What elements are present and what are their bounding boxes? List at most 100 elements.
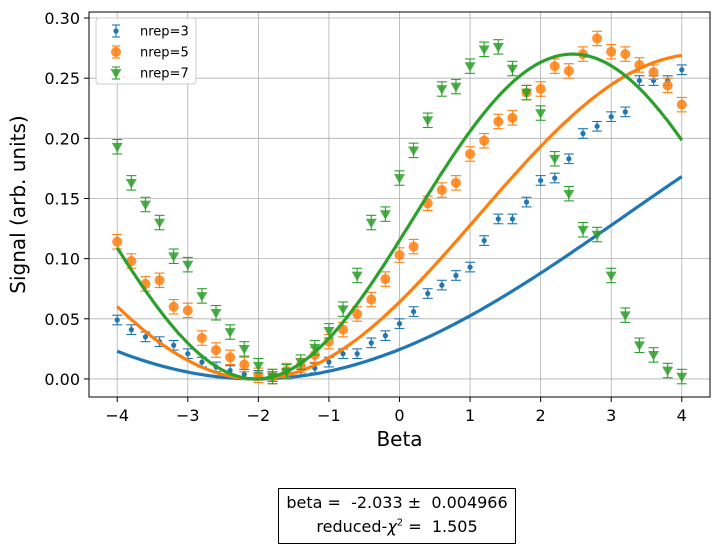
y-tick-label: 0.00 <box>44 370 80 389</box>
data-point <box>634 59 645 70</box>
data-point <box>309 343 321 354</box>
y-tick-label: 0.15 <box>44 189 80 208</box>
fit-line <box>116 53 683 381</box>
data-point <box>492 43 504 53</box>
data-point <box>380 274 391 285</box>
data-point <box>577 225 589 236</box>
legend-label: nrep=5 <box>140 46 189 61</box>
data-point <box>281 367 293 378</box>
x-tick-label: 0 <box>394 406 404 425</box>
data-point <box>636 77 643 84</box>
data-point <box>171 342 177 348</box>
x-tick-label: 2 <box>536 406 546 425</box>
data-point <box>563 65 574 76</box>
data-point <box>662 80 673 91</box>
data-point <box>326 359 332 365</box>
data-point <box>139 200 151 210</box>
data-point <box>354 351 360 357</box>
data-point <box>464 62 476 72</box>
data-point <box>238 345 250 355</box>
data-point <box>552 175 558 181</box>
data-point <box>382 333 388 339</box>
data-point <box>154 218 166 229</box>
data-point <box>323 326 335 337</box>
data-point <box>142 334 149 340</box>
legend-frame <box>95 17 197 85</box>
grid <box>89 12 710 397</box>
data-point <box>241 371 247 377</box>
data-point <box>436 85 448 95</box>
data-point <box>549 154 561 165</box>
data-point <box>648 67 659 78</box>
data-point <box>592 33 603 44</box>
data-point <box>608 114 614 120</box>
data-point <box>168 301 179 312</box>
legend-label: nrep=3 <box>140 25 189 40</box>
data-point <box>408 241 419 252</box>
y-tick-label: 0.30 <box>44 9 80 28</box>
data-point <box>453 272 459 279</box>
data-point <box>450 177 461 188</box>
fit-line <box>115 52 684 381</box>
data-point <box>196 292 208 302</box>
data-point <box>185 351 191 357</box>
data-point <box>493 116 504 127</box>
chart: −4 −3 −2 −1 0 1 2 3 4 0.00 0.05 0.10 0.15 0.20 0.25 0.3… <box>6 9 711 451</box>
data-point <box>211 345 222 356</box>
data-point <box>538 177 544 184</box>
data-point <box>436 185 447 196</box>
y-axis-label: Signal (arb. units) <box>6 115 30 293</box>
data-point <box>154 275 165 286</box>
data-point <box>210 308 222 319</box>
data-point <box>295 358 307 368</box>
x-axis-label: Beta <box>376 427 422 451</box>
data-point <box>114 317 120 323</box>
y-tick-label: 0.10 <box>44 250 80 269</box>
series-nrep-7 <box>111 39 688 385</box>
data-point <box>196 333 207 344</box>
data-point <box>111 142 123 153</box>
data-point <box>425 290 431 297</box>
y-tick-label: 0.05 <box>44 310 80 329</box>
data-point <box>535 84 546 94</box>
data-point <box>591 230 603 241</box>
y-tick-label: 0.25 <box>44 69 80 88</box>
data-point <box>439 282 445 288</box>
data-point <box>422 116 434 126</box>
data-point <box>337 305 349 315</box>
data-point <box>252 361 264 372</box>
data-point <box>481 237 487 244</box>
data-point <box>566 156 572 162</box>
fit-line <box>116 175 683 381</box>
data-point <box>622 109 628 115</box>
data-point <box>465 148 476 159</box>
x-tick-label: 3 <box>606 406 616 425</box>
x-tick-label: 4 <box>677 406 687 425</box>
y-tick-label: 0.20 <box>44 129 80 148</box>
data-point <box>239 359 250 370</box>
data-point <box>366 294 377 305</box>
data-point <box>168 252 180 262</box>
data-point <box>224 328 236 338</box>
data-point <box>394 250 405 261</box>
data-point <box>606 46 617 57</box>
data-point <box>676 372 688 383</box>
data-point <box>521 88 533 99</box>
fit-chi2-line: reduced-χ2 = 1.505 <box>316 517 478 536</box>
data-point <box>125 178 137 189</box>
data-point <box>620 49 631 60</box>
data-point <box>266 372 278 383</box>
data-point <box>408 146 420 156</box>
data-point <box>619 311 631 321</box>
data-point <box>478 45 490 55</box>
data-point <box>662 366 674 377</box>
x-tick-label: −3 <box>176 406 200 425</box>
data-point <box>225 352 236 363</box>
data-point <box>523 199 530 205</box>
data-point <box>365 218 377 229</box>
data-point <box>396 321 403 327</box>
data-point <box>509 216 516 222</box>
x-tick-label: 1 <box>465 406 475 425</box>
data-point <box>182 305 193 316</box>
data-point <box>352 308 363 319</box>
